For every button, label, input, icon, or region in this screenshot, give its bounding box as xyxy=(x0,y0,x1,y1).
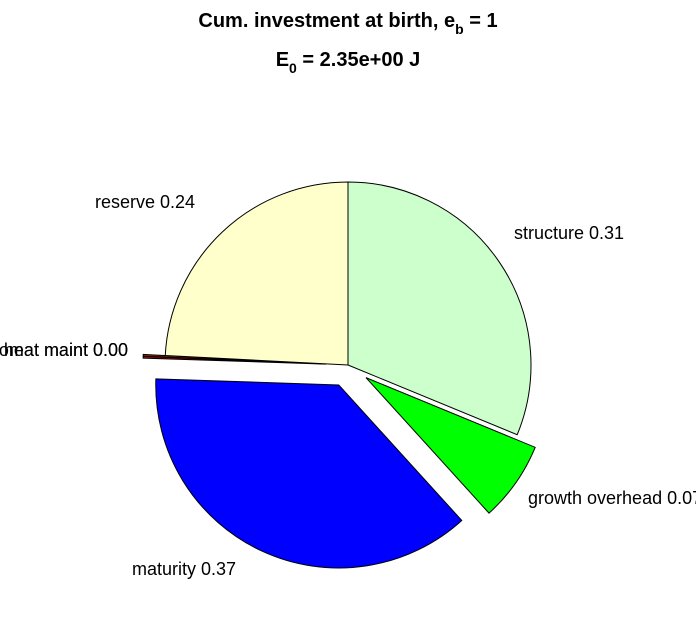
chart-title-suffix: = 1 xyxy=(464,10,498,32)
slice-label-heat-maint: heat maint 0.00 xyxy=(4,340,128,360)
pie-slice-reserve xyxy=(164,181,349,366)
slice-label-structure: structure 0.31 xyxy=(514,223,624,243)
chart-title: Cum. investment at birth, eb = 1 xyxy=(198,10,497,37)
slice-label-reserve: reserve 0.24 xyxy=(95,192,195,212)
pie-labels: structure 0.31 growth overhead 0.07 maturi… xyxy=(0,192,696,579)
pie-slices xyxy=(142,181,536,569)
chart-title-text: Cum. investment at birth, e xyxy=(198,10,455,32)
slice-label-growth-overhead: growth overhead 0.07 xyxy=(528,488,696,508)
chart-subtitle-text: E xyxy=(276,49,289,71)
slice-label-maturity: maturity 0.37 xyxy=(132,559,236,579)
pie-slice-structure xyxy=(347,181,532,436)
chart-subtitle: E0 = 2.35e+00 J xyxy=(276,49,421,76)
chart-title-subscript: b xyxy=(455,21,464,37)
slice-label-somat-maint: somat maint 0.00 xyxy=(0,340,128,360)
chart-subtitle-subscript: 0 xyxy=(289,60,297,76)
pie-slice-growth-overhead xyxy=(365,377,536,514)
pie-slice-maturity xyxy=(155,378,463,569)
chart-subtitle-suffix: = 2.35e+00 J xyxy=(297,49,420,71)
